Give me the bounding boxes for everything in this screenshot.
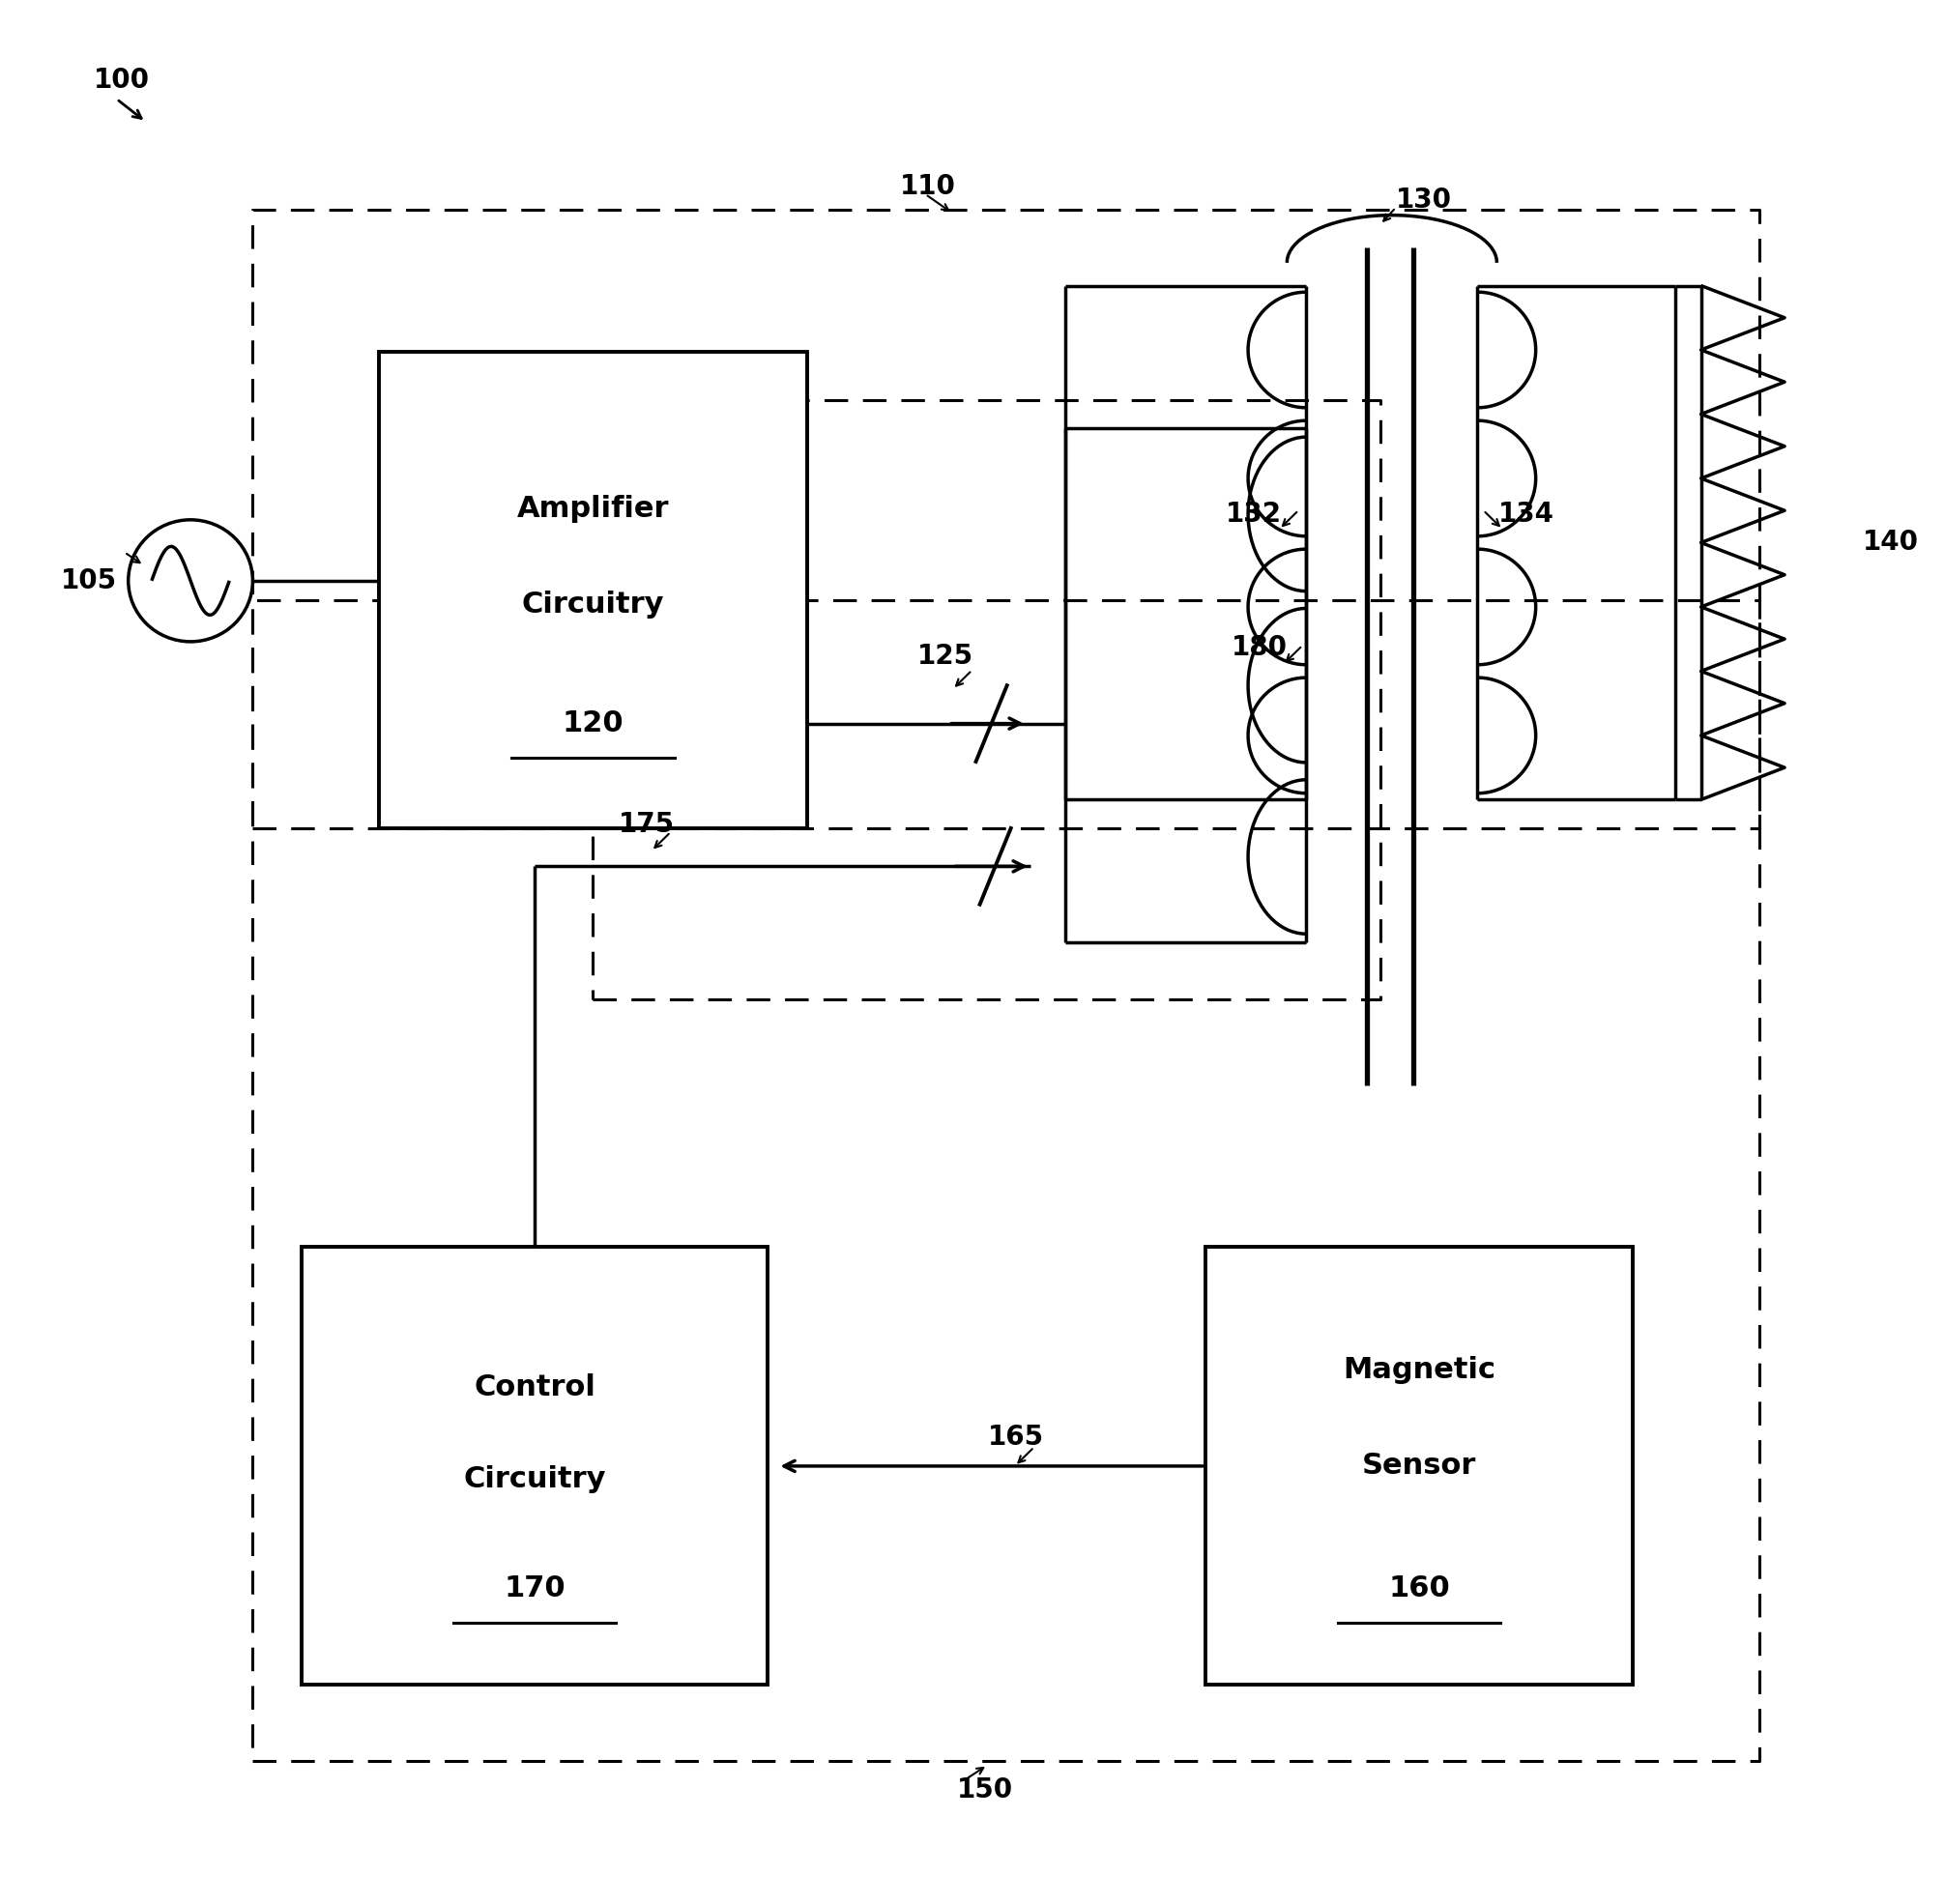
Text: 134: 134 [1499,501,1553,527]
Text: 170: 170 [503,1575,566,1603]
Text: 120: 120 [562,710,624,737]
Bar [379,352,807,828]
Text: 100: 100 [93,67,150,93]
Text: 165: 165 [988,1424,1044,1451]
Text: 132: 132 [1227,501,1281,527]
Text: 125: 125 [918,644,974,670]
Text: 160: 160 [1388,1575,1450,1603]
Text: 130: 130 [1396,187,1452,213]
Text: Sensor: Sensor [1363,1453,1475,1479]
Bar [301,1247,768,1685]
Text: 175: 175 [618,811,675,838]
Text: Amplifier: Amplifier [517,495,669,524]
Bar [1205,1247,1633,1685]
Text: Circuitry: Circuitry [521,590,665,619]
Text: Magnetic: Magnetic [1343,1356,1495,1384]
Text: 110: 110 [900,173,956,200]
Text: 180: 180 [1232,634,1287,661]
Text: 140: 140 [1862,529,1919,556]
Text: Circuitry: Circuitry [463,1466,607,1493]
Text: 150: 150 [956,1776,1013,1803]
Text: Control: Control [474,1373,595,1401]
Text: 105: 105 [60,567,117,594]
